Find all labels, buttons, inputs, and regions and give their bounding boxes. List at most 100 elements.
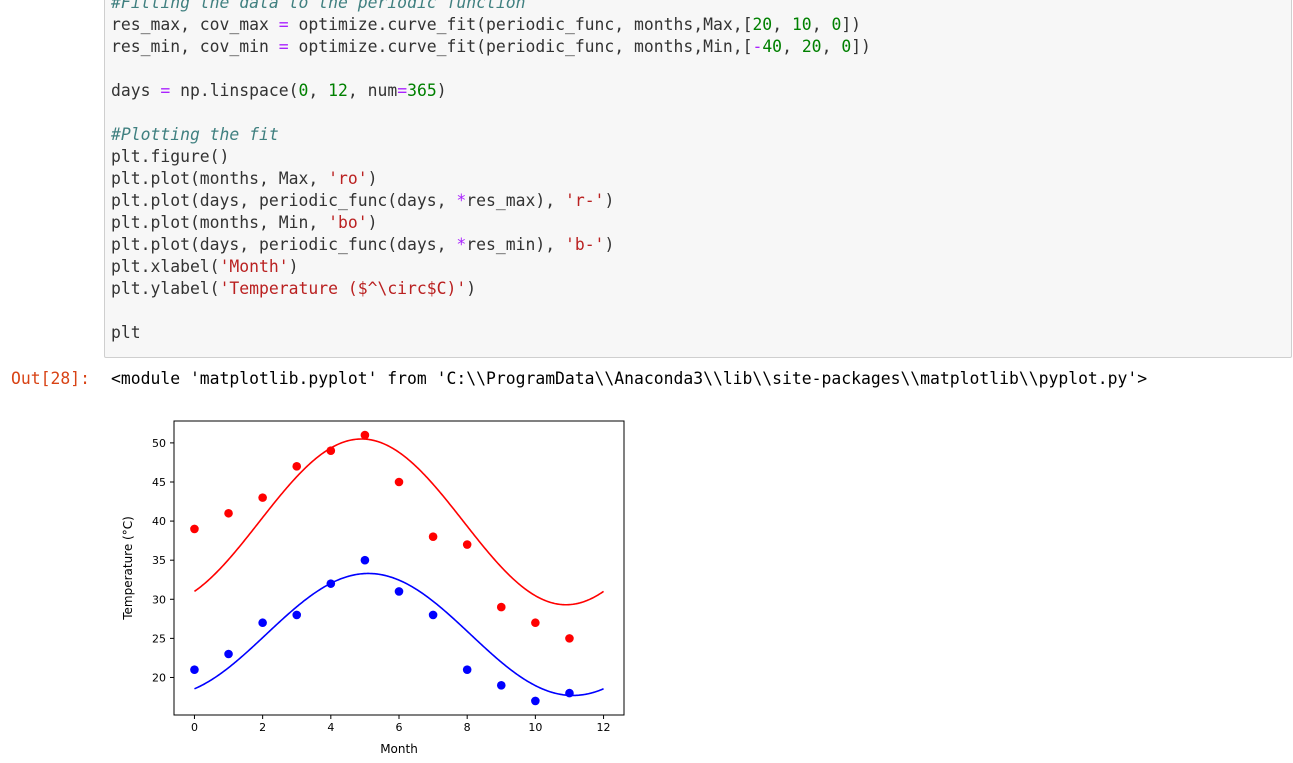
y-tick-label: 20: [152, 671, 166, 684]
code-token: 0: [841, 37, 852, 56]
code-token: plt.plot(months, Max,: [111, 169, 329, 188]
plot-frame: [173, 420, 625, 716]
code-line: [111, 300, 871, 322]
y-tick-label: 40: [152, 515, 166, 528]
x-tick-label: 2: [259, 721, 266, 734]
max-point: [496, 602, 506, 612]
x-tick-label: 10: [528, 721, 542, 734]
code-token: 20: [801, 37, 822, 56]
code-token: *: [456, 191, 467, 210]
max-fit-line: [193, 438, 605, 606]
code-token: , num: [347, 81, 398, 100]
code-token: ,: [811, 15, 832, 34]
x-axis-label: Month: [380, 742, 418, 756]
code-line: plt.plot(months, Max, 'ro'): [111, 168, 871, 190]
code-token: 'ro': [328, 169, 368, 188]
code-token: 0: [831, 15, 842, 34]
code-token: 12: [328, 81, 348, 100]
code-token: ): [288, 257, 299, 276]
code-line: [111, 102, 871, 124]
y-tick-label: 35: [152, 554, 166, 567]
code-token: optimize.curve_fit(periodic_func, months…: [288, 15, 753, 34]
code-token: ]): [841, 15, 862, 34]
code-token: #Plotting the fit: [111, 125, 279, 144]
code-token: #Fitting the data to the periodic functi…: [111, 0, 526, 12]
code-token: optimize.curve_fit(periodic_func, months…: [288, 37, 753, 56]
output-text: <module 'matplotlib.pyplot' from 'C:\\Pr…: [111, 369, 1148, 388]
code-token: plt.figure(): [111, 147, 230, 166]
code-token: ,: [772, 15, 792, 34]
output-prompt: Out[28]:: [11, 369, 90, 388]
code-token: *: [456, 235, 467, 254]
max-point: [565, 634, 574, 643]
code-token: ): [604, 235, 615, 254]
code-token: 0: [298, 81, 309, 100]
code-token: ): [367, 169, 378, 188]
x-tick-label: 12: [597, 721, 611, 734]
code-token: 365: [407, 81, 437, 100]
code-token: =: [160, 81, 171, 100]
code-token: 'r-': [564, 191, 605, 210]
code-line: res_min, cov_min = optimize.curve_fit(pe…: [111, 36, 871, 58]
y-tick-label: 50: [152, 437, 166, 450]
min-point: [190, 665, 199, 674]
code-line: plt.plot(days, periodic_func(days, *res_…: [111, 190, 871, 212]
code-token: res_min),: [466, 235, 565, 254]
code-token: res_max),: [466, 191, 565, 210]
min-point: [292, 610, 302, 620]
code-token: res_min, cov_min: [111, 37, 279, 56]
max-point: [360, 430, 370, 440]
x-tick-label: 8: [464, 721, 471, 734]
code-token: ,: [782, 37, 802, 56]
y-axis-label: Temperature (°C): [121, 516, 135, 621]
code-token: 'b-': [564, 235, 605, 254]
code-token: plt.xlabel(: [111, 257, 220, 276]
y-tick-label: 45: [152, 476, 166, 489]
code-token: 20: [752, 15, 773, 34]
code-token: 'Month': [219, 257, 289, 276]
min-point: [394, 587, 404, 596]
max-point: [394, 477, 404, 487]
code-token: 10: [791, 15, 812, 34]
code-token: =: [278, 15, 289, 34]
code-token: =: [278, 37, 289, 56]
min-point: [360, 555, 370, 565]
code-token: ]): [851, 37, 871, 56]
code-line: plt.plot(days, periodic_func(days, *res_…: [111, 234, 871, 256]
code-line: res_max, cov_max = optimize.curve_fit(pe…: [111, 14, 871, 36]
code-line: days = np.linspace(0, 12, num=365): [111, 80, 871, 102]
code-token: ,: [308, 81, 329, 100]
code-token: plt: [111, 323, 141, 342]
code-line: #Plotting the fit: [111, 124, 871, 146]
min-point: [496, 680, 506, 690]
y-tick-label: 30: [152, 593, 166, 606]
code-token: -: [752, 37, 763, 56]
code-token: ): [436, 81, 447, 100]
x-tick-label: 0: [191, 721, 198, 734]
max-point: [224, 508, 233, 518]
code-editor[interactable]: #Fitting the data to the periodic functi…: [111, 0, 871, 344]
code-line: plt.xlabel('Month'): [111, 256, 871, 278]
min-point: [258, 618, 267, 628]
code-cell[interactable]: [104, 0, 1292, 358]
code-token: np.linspace(: [170, 81, 299, 100]
max-point: [292, 462, 302, 471]
code-token: plt.plot(months, Min,: [111, 213, 329, 232]
code-token: 'bo': [328, 213, 368, 232]
code-line: [111, 58, 871, 80]
max-point: [190, 524, 199, 534]
min-point: [462, 665, 472, 674]
code-token: plt.plot(days, periodic_func(days,: [111, 191, 457, 210]
code-line: #Fitting the data to the periodic functi…: [111, 0, 871, 14]
code-token: res_max, cov_max: [111, 15, 279, 34]
code-line: plt.plot(months, Min, 'bo'): [111, 212, 871, 234]
min-point: [224, 649, 233, 659]
code-token: ): [604, 191, 615, 210]
code-token: =: [397, 81, 408, 100]
min-fit-line: [194, 572, 604, 697]
code-token: days: [111, 81, 161, 100]
code-line: plt.figure(): [111, 146, 871, 168]
code-token: ,: [821, 37, 842, 56]
min-point: [428, 610, 438, 620]
y-tick-label: 25: [152, 632, 166, 645]
